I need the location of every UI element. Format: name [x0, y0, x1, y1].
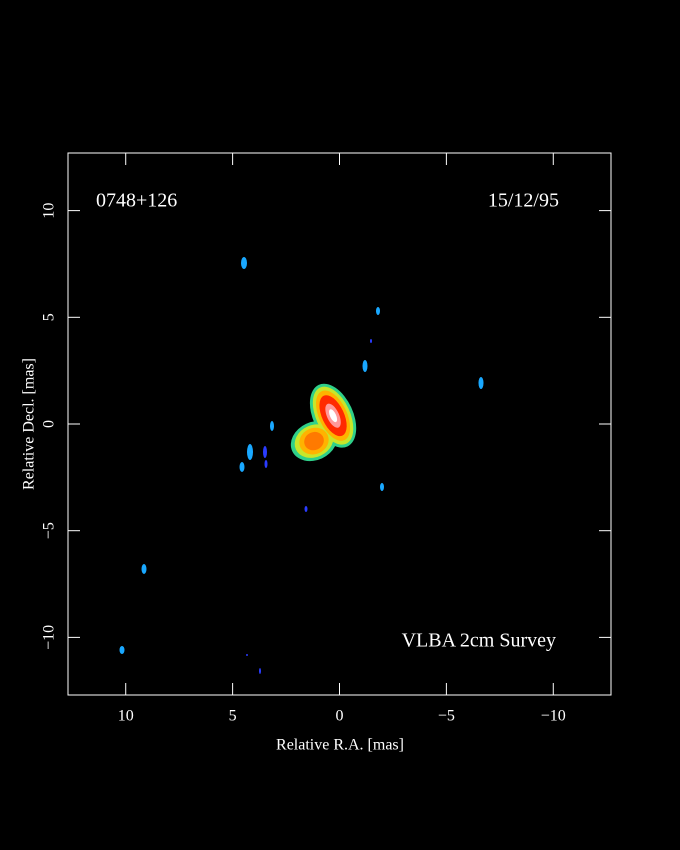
y-axis-label: Relative Decl. [mas]	[21, 358, 38, 490]
x-tick-label: 5	[229, 708, 237, 725]
x-tick-label: −5	[438, 708, 455, 725]
y-tick-label: 5	[41, 313, 58, 321]
x-tick-label: 0	[336, 708, 344, 725]
x-tick-label: 10	[118, 708, 134, 725]
y-tick-label: −10	[41, 625, 58, 650]
y-tick-label: 0	[41, 420, 58, 428]
x-tick-label: −10	[541, 708, 566, 725]
y-tick-label: −5	[41, 522, 58, 539]
source-image	[119, 257, 484, 674]
y-tick-label: 10	[41, 203, 58, 219]
survey-label: VLBA 2cm Survey	[402, 630, 556, 652]
x-axis-label: Relative R.A. [mas]	[276, 737, 404, 754]
epoch: 15/12/95	[488, 190, 559, 212]
source-name: 0748+126	[96, 190, 177, 212]
